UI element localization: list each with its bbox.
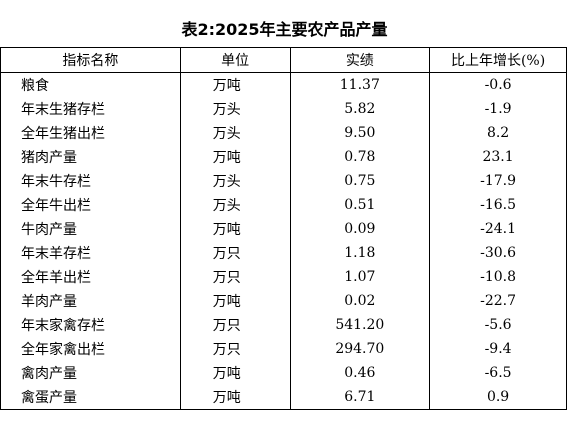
table-cell: 全年生猪出栏 <box>0 121 181 145</box>
table-cell: 23.1 <box>429 145 567 169</box>
table-cell: 禽肉产量 <box>0 361 181 385</box>
table-row: 羊肉产量 万吨 0.02 -22.7 <box>0 289 567 313</box>
table-cell: 0.51 <box>289 193 431 217</box>
table-cell: 年末牛存栏 <box>0 169 181 193</box>
table-cell: 万吨 <box>179 217 291 241</box>
table-cell: 万吨 <box>179 385 291 410</box>
table-cell: 猪肉产量 <box>0 145 181 169</box>
table-cell: 粮食 <box>0 72 181 97</box>
table-cell: 年末家禽存栏 <box>0 313 181 337</box>
table-cell: -30.6 <box>429 241 567 265</box>
table-row: 粮食 万吨 11.37 -0.6 <box>0 72 567 97</box>
table-row: 禽蛋产量 万吨 6.71 0.9 <box>0 385 567 410</box>
table-cell: 万吨 <box>179 361 291 385</box>
table-cell: 万吨 <box>179 72 291 97</box>
table-cell: 294.70 <box>289 337 431 361</box>
table-cell: 万头 <box>179 169 291 193</box>
table-cell: 万头 <box>179 193 291 217</box>
table-cell: 万吨 <box>179 289 291 313</box>
table-cell: 禽蛋产量 <box>0 385 181 410</box>
table-cell: 0.75 <box>289 169 431 193</box>
header-cell: 指标名称 <box>0 47 181 73</box>
table-cell: -16.5 <box>429 193 567 217</box>
table-cell: -10.8 <box>429 265 567 289</box>
table-row: 全年家禽出栏 万只 294.70 -9.4 <box>0 337 567 361</box>
table-cell: -9.4 <box>429 337 567 361</box>
table-cell: 万只 <box>179 265 291 289</box>
table-cell: -17.9 <box>429 169 567 193</box>
table-row: 猪肉产量 万吨 0.78 23.1 <box>0 145 567 169</box>
table-cell: 5.82 <box>289 97 431 121</box>
table-cell: 0.78 <box>289 145 431 169</box>
table-cell: 年末生猪存栏 <box>0 97 181 121</box>
table-cell: -6.5 <box>429 361 567 385</box>
table-cell: 全年牛出栏 <box>0 193 181 217</box>
table: 指标名称 单位 实绩 比上年增长(%) 粮食 万吨 11.37 -0.6 年末生猪存栏 万头 5.… <box>0 47 567 410</box>
table-cell: 0.46 <box>289 361 431 385</box>
table-cell: 8.2 <box>429 121 567 145</box>
table-cell: -0.6 <box>429 72 567 97</box>
table-cell: 万头 <box>179 121 291 145</box>
table-cell: 全年羊出栏 <box>0 265 181 289</box>
table-row: 牛肉产量 万吨 0.09 -24.1 <box>0 217 567 241</box>
table-cell: 全年家禽出栏 <box>0 337 181 361</box>
table-cell: 0.09 <box>289 217 431 241</box>
table-row: 全年生猪出栏 万头 9.50 8.2 <box>0 121 567 145</box>
table-cell: 万吨 <box>179 145 291 169</box>
table-cell: 万只 <box>179 313 291 337</box>
header-cell: 比上年增长(%) <box>429 47 567 73</box>
header-cell: 单位 <box>179 47 291 73</box>
table-cell: 541.20 <box>289 313 431 337</box>
table-row: 年末家禽存栏 万只 541.20 -5.6 <box>0 313 567 337</box>
table-cell: 6.71 <box>289 385 431 410</box>
table-cell: 年末羊存栏 <box>0 241 181 265</box>
table-cell: 羊肉产量 <box>0 289 181 313</box>
table-cell: -24.1 <box>429 217 567 241</box>
table-cell: 1.07 <box>289 265 431 289</box>
table-title: 表2:2025年主要农产品产量 <box>181 20 388 39</box>
table-cell: 9.50 <box>289 121 431 145</box>
table-body: 粮食 万吨 11.37 -0.6 年末生猪存栏 万头 5.82 -1.9 全年生猪出栏 万头 9.5… <box>0 72 567 410</box>
table-cell: -1.9 <box>429 97 567 121</box>
table-row: 全年牛出栏 万头 0.51 -16.5 <box>0 193 567 217</box>
table-cell: 0.02 <box>289 289 431 313</box>
table-row: 禽肉产量 万吨 0.46 -6.5 <box>0 361 567 385</box>
table-cell: -5.6 <box>429 313 567 337</box>
table-row: 年末牛存栏 万头 0.75 -17.9 <box>0 169 567 193</box>
table-cell: 11.37 <box>289 72 431 97</box>
table-cell: 0.9 <box>429 385 567 410</box>
table-cell: 万只 <box>179 241 291 265</box>
table-cell: -22.7 <box>429 289 567 313</box>
table-row: 年末生猪存栏 万头 5.82 -1.9 <box>0 97 567 121</box>
table-cell: 1.18 <box>289 241 431 265</box>
header-row: 指标名称 单位 实绩 比上年增长(%) <box>0 47 567 73</box>
table-cell: 万只 <box>179 337 291 361</box>
table-row: 全年羊出栏 万只 1.07 -10.8 <box>0 265 567 289</box>
table-row: 年末羊存栏 万只 1.18 -30.6 <box>0 241 567 265</box>
table-cell: 牛肉产量 <box>0 217 181 241</box>
table-cell: 万头 <box>179 97 291 121</box>
header-cell: 实绩 <box>289 47 431 73</box>
